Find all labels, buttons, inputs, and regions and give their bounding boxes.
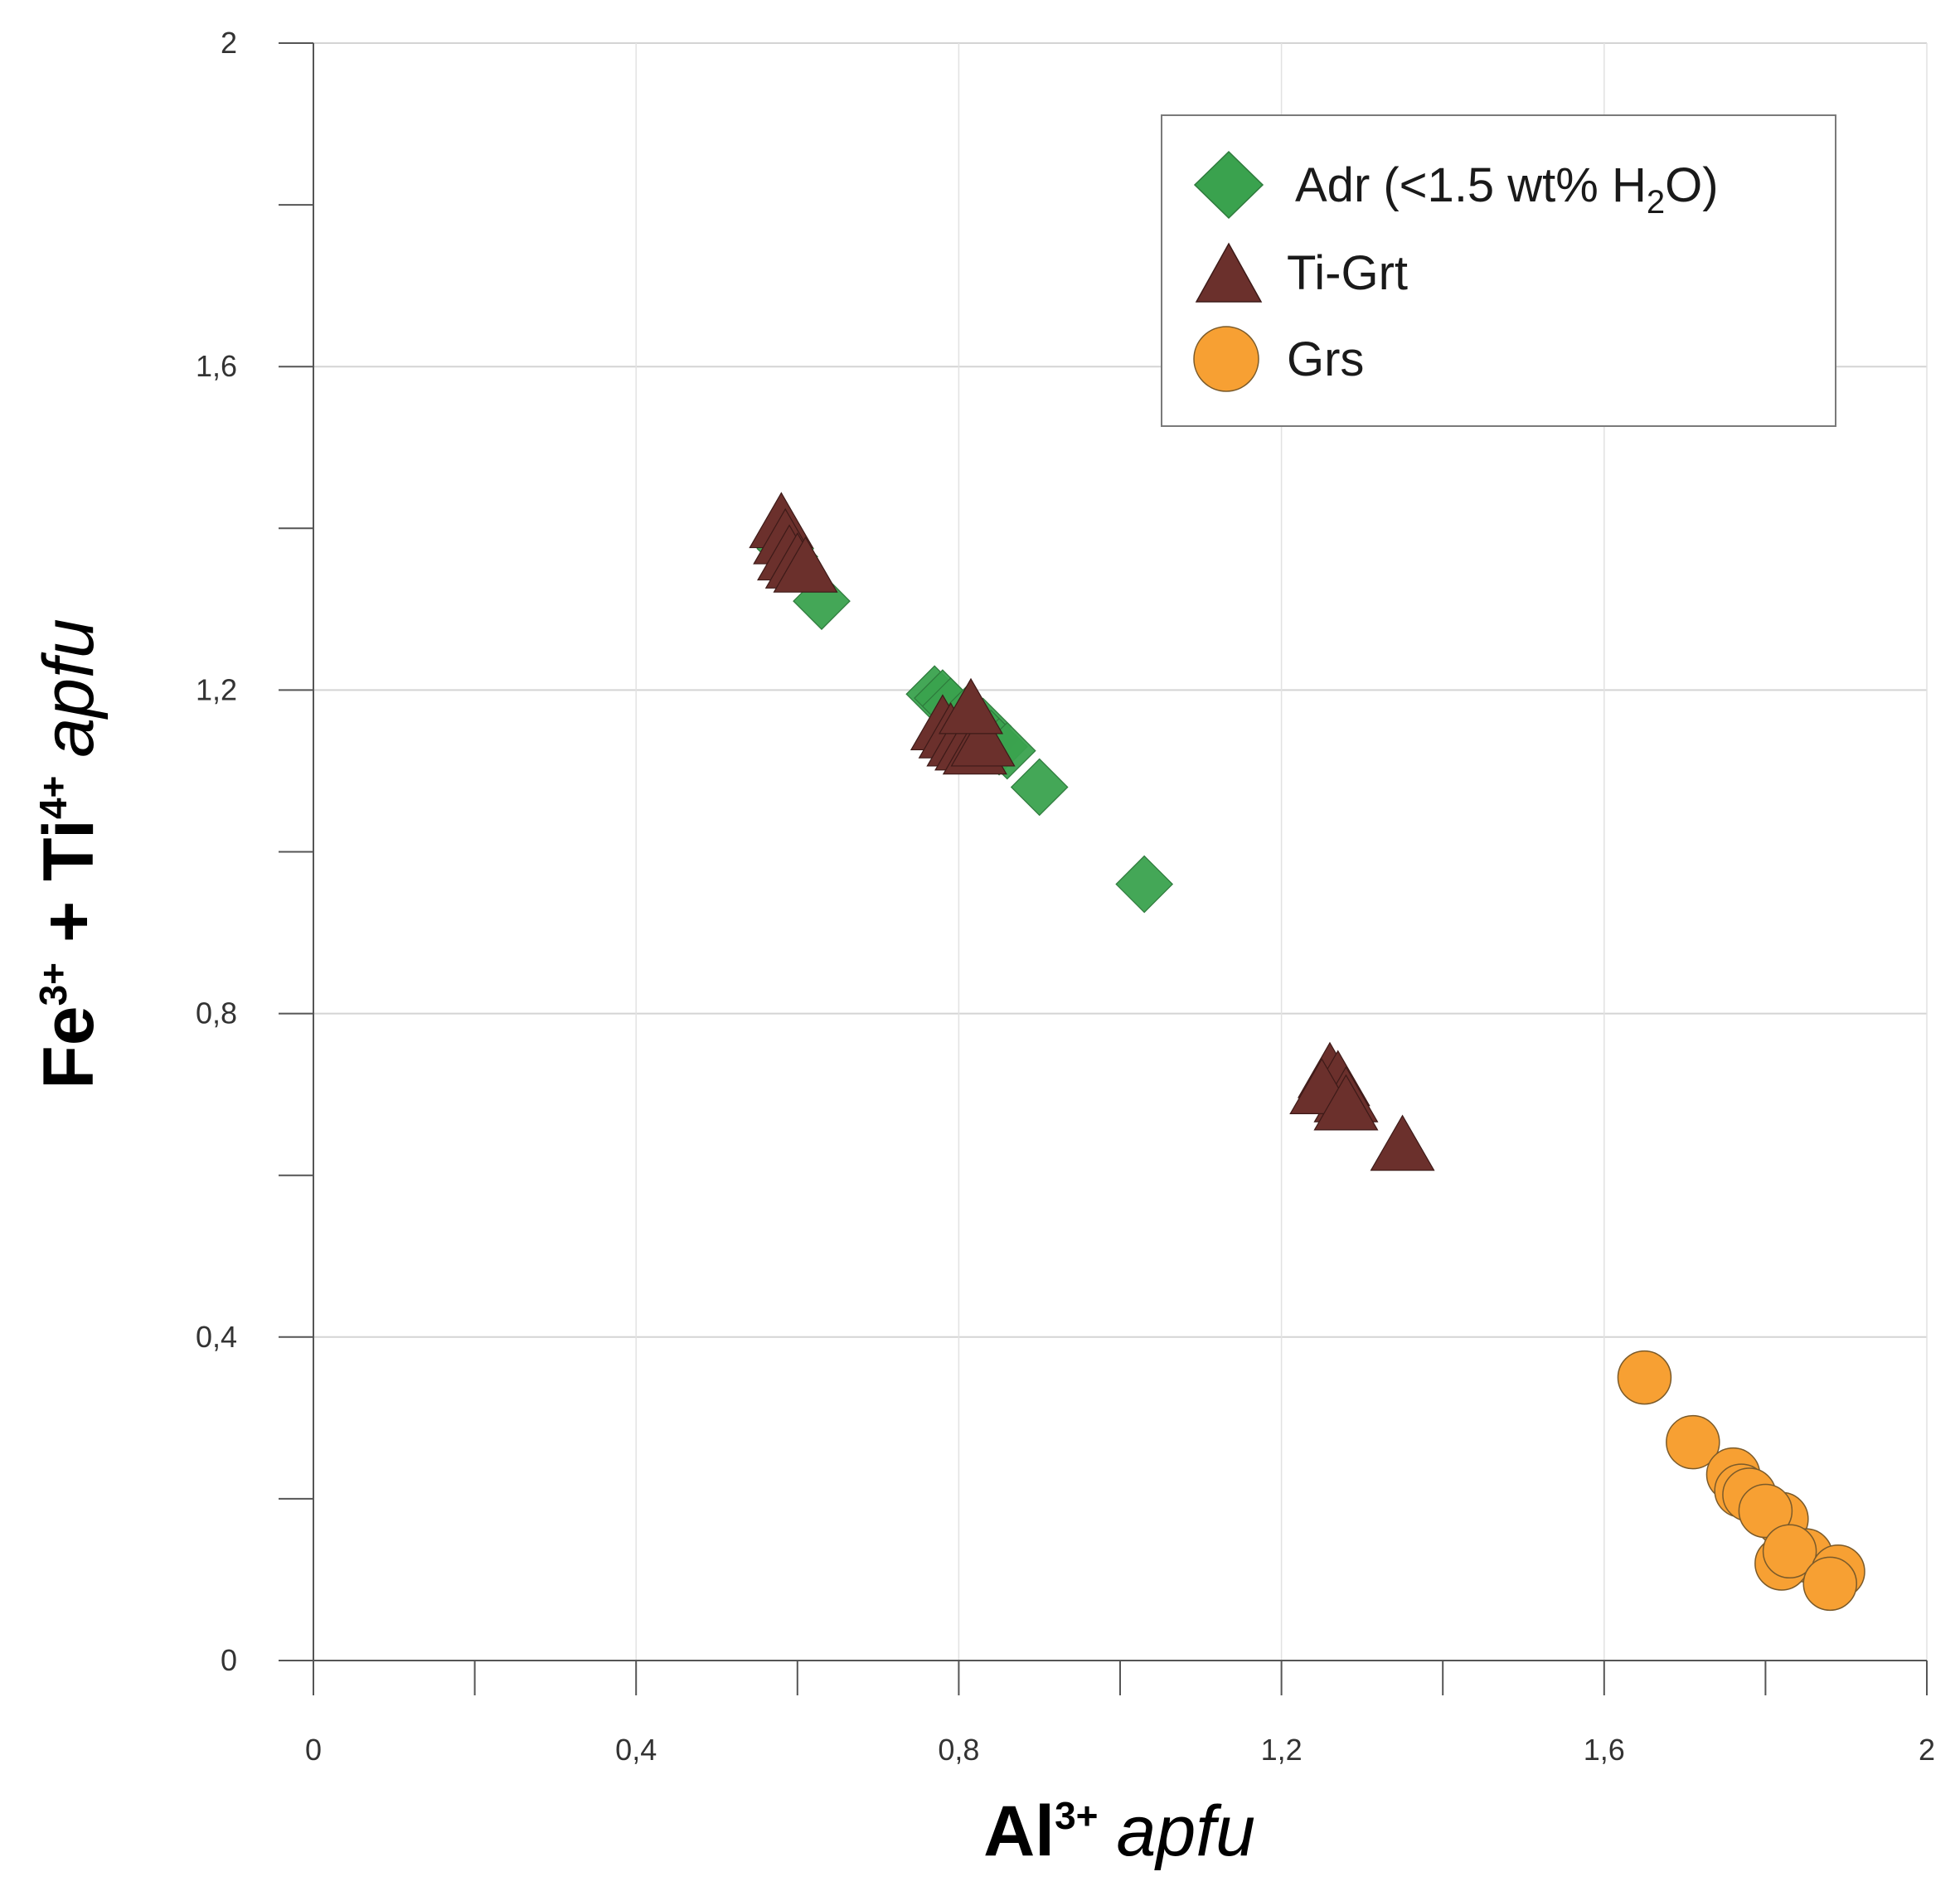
grid-layer <box>313 42 1928 1661</box>
x-tick-label: 0,4 <box>615 1733 657 1767</box>
y-axis-title-plus: + Ti <box>29 819 109 962</box>
legend-label-adr-main: Adr (<1.5 wt% H <box>1295 158 1647 212</box>
points-layer <box>749 492 1865 1612</box>
legend-label-adr-sub: 2 <box>1647 184 1665 221</box>
point-grs <box>1802 1556 1857 1612</box>
point-grs <box>1762 1524 1817 1579</box>
point-ti-grt <box>1313 1074 1379 1131</box>
point-adr <box>1115 855 1174 914</box>
y-tick-label: 0,4 <box>196 1320 237 1354</box>
point-adr <box>1010 758 1069 817</box>
y-tick-label: 1,2 <box>196 672 237 706</box>
point-ti-grt <box>938 677 1004 735</box>
y-axis-title-unit: apfu <box>29 618 109 757</box>
x-tick-label: 1,2 <box>1261 1733 1303 1767</box>
x-axis-title-main: Al <box>983 1792 1055 1871</box>
y-axis-title-sup1: 3+ <box>32 962 75 1006</box>
y-axis-title: Fe3+ + Ti4+ apfu <box>29 618 109 1089</box>
y-axis-title-main: Fe <box>29 1006 109 1089</box>
legend-circle-marker <box>1193 326 1259 392</box>
x-axis-title-sup: 3+ <box>1055 1794 1098 1837</box>
x-tick-label: 0 <box>305 1733 322 1767</box>
x-axis-title-unit: apfu <box>1117 1792 1255 1871</box>
point-ti-grt <box>773 536 838 593</box>
y-axis-title-sup2: 4+ <box>32 776 75 819</box>
point-ti-grt <box>950 710 1016 767</box>
legend-box <box>1161 114 1836 427</box>
y-tick-label: 0,8 <box>196 996 237 1030</box>
legend-label-adr: Adr (<1.5 wt% H2O) <box>1295 158 1719 221</box>
axis-layer: 0 0,4 0,8 1,2 1,6 2 0 0,4 0,8 1,2 1,6 2 <box>196 26 1935 1767</box>
y-tick-label: 1,6 <box>196 349 237 383</box>
point-grs <box>1617 1350 1672 1405</box>
x-tick-label: 0,8 <box>938 1733 979 1767</box>
x-axis-title: Al3+ apfu <box>983 1792 1255 1871</box>
legend-label-adr-tail: O) <box>1665 158 1718 212</box>
x-tick-label: 1,6 <box>1584 1733 1625 1767</box>
point-grs <box>1738 1483 1793 1539</box>
point-grs <box>1666 1414 1720 1470</box>
legend-label-ti-grt: Ti-Grt <box>1287 246 1408 300</box>
point-ti-grt <box>1370 1114 1435 1171</box>
x-tick-label: 2 <box>1919 1733 1935 1767</box>
legend: Adr (<1.5 wt% H2O) Ti-Grt Grs <box>1161 114 1836 427</box>
legend-triangle-marker <box>1195 242 1263 303</box>
y-tick-label: 0 <box>221 1643 237 1677</box>
legend-label-grs: Grs <box>1287 332 1364 386</box>
legend-diamond-marker <box>1193 150 1264 220</box>
y-tick-label: 2 <box>221 26 237 60</box>
